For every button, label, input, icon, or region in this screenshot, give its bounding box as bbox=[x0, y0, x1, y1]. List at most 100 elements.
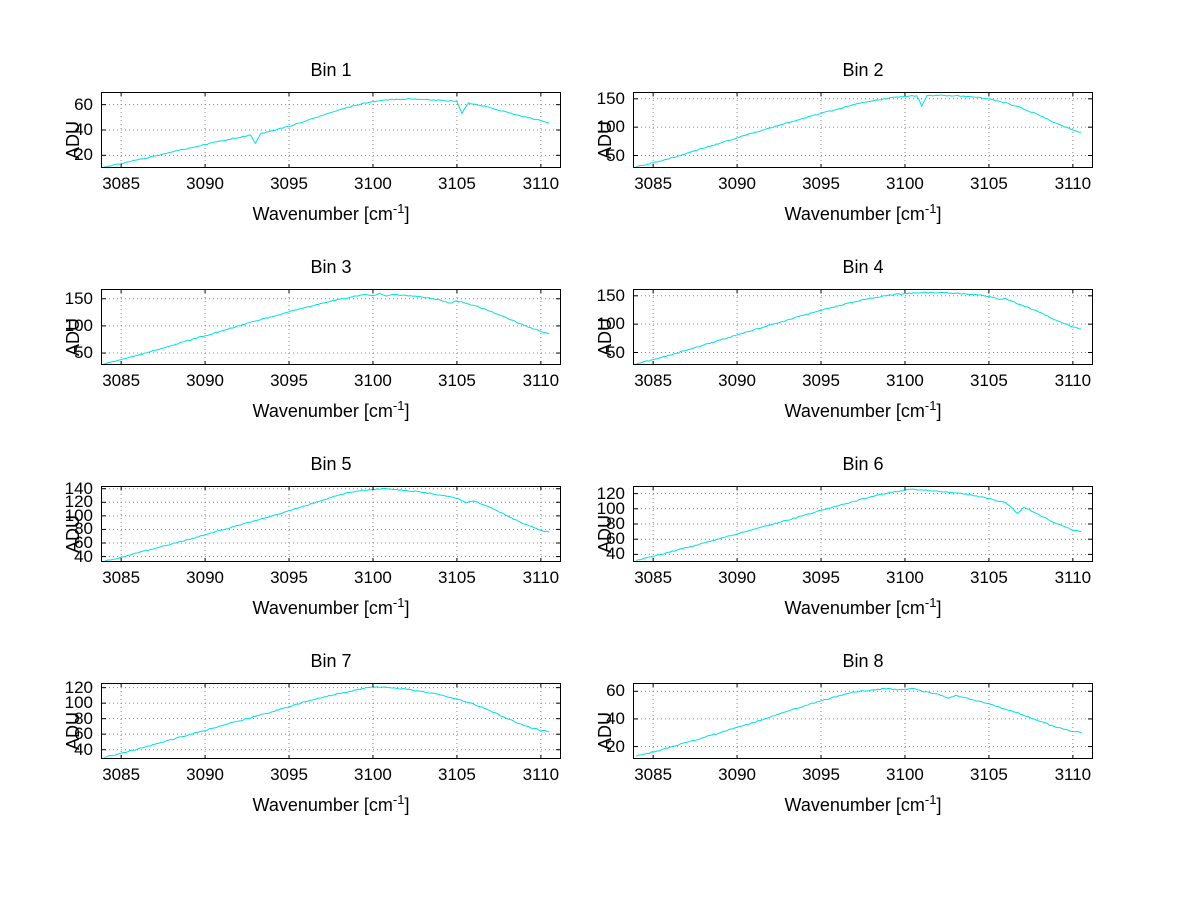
x-tick-label: 3110 bbox=[1054, 174, 1092, 193]
x-tick-label: 3090 bbox=[718, 371, 756, 390]
x-axis-label-close: ] bbox=[404, 204, 410, 224]
x-axis-label-superscript: -1 bbox=[392, 398, 405, 413]
plot-canvas bbox=[101, 289, 561, 365]
y-tick-label: 80 bbox=[74, 519, 93, 539]
x-axis-label-close: ] bbox=[936, 204, 942, 224]
x-tick-label: 3095 bbox=[802, 765, 840, 784]
x-tick-label: 3095 bbox=[270, 568, 308, 587]
y-tick-label: 150 bbox=[64, 288, 93, 308]
x-tick-label: 3100 bbox=[886, 174, 924, 193]
plot-area bbox=[633, 289, 1093, 365]
axes-box bbox=[101, 289, 561, 365]
x-tick-label: 3085 bbox=[102, 174, 141, 193]
x-tick-label: 3100 bbox=[354, 174, 392, 193]
x-axis-label-superscript: -1 bbox=[924, 201, 937, 216]
x-tick-label: 3090 bbox=[186, 765, 224, 784]
y-tick-label: 60 bbox=[74, 94, 93, 114]
x-tick-label: 3095 bbox=[270, 371, 308, 390]
x-tick-label: 3090 bbox=[186, 568, 224, 587]
x-tick-label: 3110 bbox=[1054, 765, 1092, 784]
x-tick-label: 3090 bbox=[186, 371, 224, 390]
subplot-title: Bin 1 bbox=[310, 60, 352, 80]
y-tick-label: 60 bbox=[74, 724, 93, 744]
x-tick-label: 3110 bbox=[522, 765, 560, 784]
x-axis-label: Wavenumber [cm-1] bbox=[633, 198, 1093, 225]
x-tick-label: 3095 bbox=[802, 371, 840, 390]
plot-area bbox=[633, 486, 1093, 562]
y-tick-label: 60 bbox=[606, 529, 625, 549]
plot-area bbox=[633, 683, 1093, 759]
plot-canvas bbox=[633, 683, 1093, 759]
x-tick-label: 3085 bbox=[634, 765, 673, 784]
x-tick-label: 3100 bbox=[354, 371, 392, 390]
y-tick-label: 120 bbox=[64, 492, 93, 512]
x-axis-label-close: ] bbox=[936, 401, 942, 421]
x-axis-label-text: Wavenumber [cm bbox=[252, 795, 393, 815]
subplot-bin-3: Bin 3 ADU Wavenumber [cm-1] 3085 3090 3095… bbox=[35, 255, 567, 452]
y-tick-label: 100 bbox=[596, 498, 625, 518]
y-tick-label: 100 bbox=[64, 693, 93, 713]
subplot-title: Bin 4 bbox=[842, 257, 884, 277]
plot-area bbox=[633, 92, 1093, 168]
subplot-title: Bin 3 bbox=[310, 257, 352, 277]
plot-canvas bbox=[633, 92, 1093, 168]
x-tick-label: 3085 bbox=[634, 568, 673, 587]
x-tick-label: 3105 bbox=[437, 765, 476, 784]
plot-canvas bbox=[101, 486, 561, 562]
y-tick-label: 40 bbox=[74, 546, 93, 566]
axes-box bbox=[633, 486, 1093, 562]
x-tick-label: 3110 bbox=[522, 371, 560, 390]
subplot-bin-4: Bin 4 ADU Wavenumber [cm-1] 3085 3090 3095… bbox=[567, 255, 1099, 452]
x-tick-label: 3085 bbox=[102, 765, 141, 784]
plot-area bbox=[101, 486, 561, 562]
x-tick-label: 3110 bbox=[522, 174, 560, 193]
x-tick-label: 3090 bbox=[718, 568, 756, 587]
plot-area bbox=[101, 289, 561, 365]
x-tick-label: 3085 bbox=[634, 174, 673, 193]
axes-box bbox=[633, 92, 1093, 168]
x-axis-label-text: Wavenumber [cm bbox=[252, 598, 393, 618]
x-axis-label-superscript: -1 bbox=[392, 595, 405, 610]
x-axis-label: Wavenumber [cm-1] bbox=[633, 789, 1093, 816]
x-tick-label: 3085 bbox=[102, 371, 141, 390]
y-tick-label: 120 bbox=[596, 483, 625, 503]
x-tick-label: 3090 bbox=[718, 174, 756, 193]
plot-canvas bbox=[633, 289, 1093, 365]
x-axis-label: Wavenumber [cm-1] bbox=[101, 198, 561, 225]
subplot-grid: Bin 1 ADU Wavenumber [cm-1] 3085 3090 3095… bbox=[35, 58, 1099, 846]
subplot-bin-2: Bin 2 ADU Wavenumber [cm-1] 3085 3090 3095… bbox=[567, 58, 1099, 255]
y-tick-label: 40 bbox=[606, 708, 625, 728]
axes-box bbox=[101, 486, 561, 562]
x-axis-label-text: Wavenumber [cm bbox=[784, 795, 925, 815]
y-tick-label: 50 bbox=[606, 342, 625, 362]
x-axis-label-text: Wavenumber [cm bbox=[252, 204, 393, 224]
x-tick-label: 3095 bbox=[802, 568, 840, 587]
x-axis-label-superscript: -1 bbox=[924, 595, 937, 610]
x-axis-label-close: ] bbox=[404, 401, 410, 421]
x-tick-label: 3090 bbox=[718, 765, 756, 784]
plot-canvas bbox=[101, 683, 561, 759]
y-tick-label: 80 bbox=[74, 708, 93, 728]
x-tick-label: 3110 bbox=[1054, 371, 1092, 390]
subplot-title: Bin 6 bbox=[842, 454, 884, 474]
y-tick-label: 40 bbox=[74, 739, 93, 759]
x-axis-label: Wavenumber [cm-1] bbox=[101, 395, 561, 422]
subplot-title: Bin 5 bbox=[310, 454, 352, 474]
subplot-title: Bin 7 bbox=[310, 651, 352, 671]
series-line bbox=[104, 487, 550, 562]
y-tick-label: 50 bbox=[606, 145, 625, 165]
x-axis-label-superscript: -1 bbox=[924, 792, 937, 807]
subplot-title: Bin 2 bbox=[842, 60, 884, 80]
y-tick-label: 50 bbox=[74, 343, 93, 363]
x-axis-label-text: Wavenumber [cm bbox=[252, 401, 393, 421]
y-tick-label: 150 bbox=[596, 285, 625, 305]
x-tick-label: 3105 bbox=[437, 174, 476, 193]
y-tick-label: 40 bbox=[606, 544, 625, 564]
series-line bbox=[104, 292, 550, 365]
x-axis-label-superscript: -1 bbox=[392, 792, 405, 807]
x-tick-label: 3100 bbox=[886, 568, 924, 587]
x-axis-label: Wavenumber [cm-1] bbox=[633, 592, 1093, 619]
series-line bbox=[104, 686, 550, 758]
x-axis-label-close: ] bbox=[936, 598, 942, 618]
y-tick-label: 150 bbox=[596, 88, 625, 108]
